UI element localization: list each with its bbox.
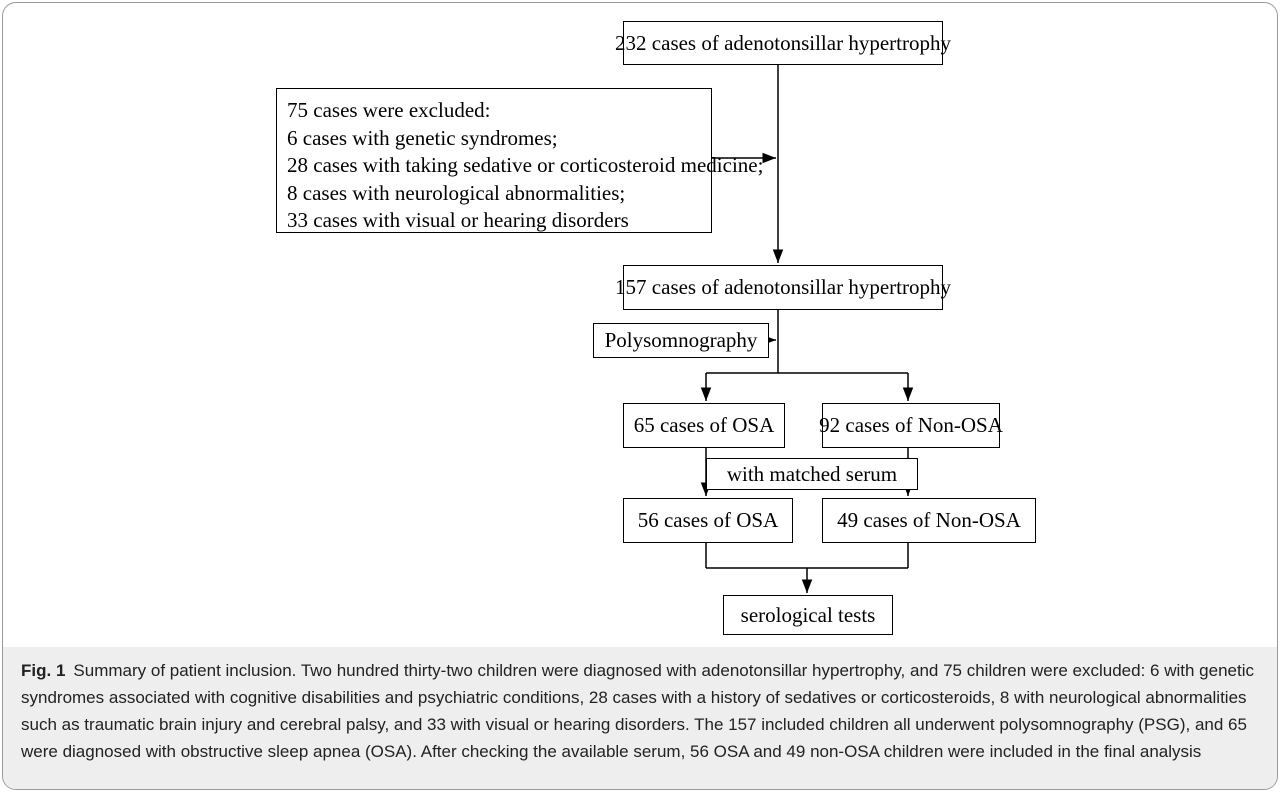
- exclusion-box: 75 cases were excluded: 6 cases with gen…: [276, 88, 764, 233]
- caption-text: Summary of patient inclusion. Two hundre…: [21, 661, 1254, 761]
- text-line: 28 cases with taking sedative or cortico…: [287, 153, 764, 177]
- node: 56 cases of OSA: [623, 498, 793, 543]
- node: 157 cases of adenotonsillar hypertrophy: [615, 265, 951, 310]
- node: 65 cases of OSA: [623, 403, 785, 448]
- text-line: 6 cases with genetic syndromes;: [287, 125, 558, 150]
- node: 49 cases of Non-OSA: [822, 498, 1036, 543]
- caption: Fig. 1 Summary of patient inclusion. Two …: [3, 647, 1277, 789]
- node: Polysomnography: [593, 323, 769, 358]
- node: with matched serum: [706, 458, 918, 490]
- caption-label: Fig. 1: [21, 661, 66, 680]
- connectors: [700, 65, 914, 593]
- node: serological tests: [723, 595, 893, 635]
- node: 92 cases of Non-OSA: [819, 403, 1003, 448]
- text-line: 75 cases were excluded:: [287, 98, 491, 122]
- text-line: 33 cases with visual or hearing disorder…: [287, 208, 629, 232]
- text-line: 8 cases with neurological abnormalities;: [287, 180, 626, 205]
- node: 232 cases of adenotonsillar hypertrophy: [615, 21, 951, 65]
